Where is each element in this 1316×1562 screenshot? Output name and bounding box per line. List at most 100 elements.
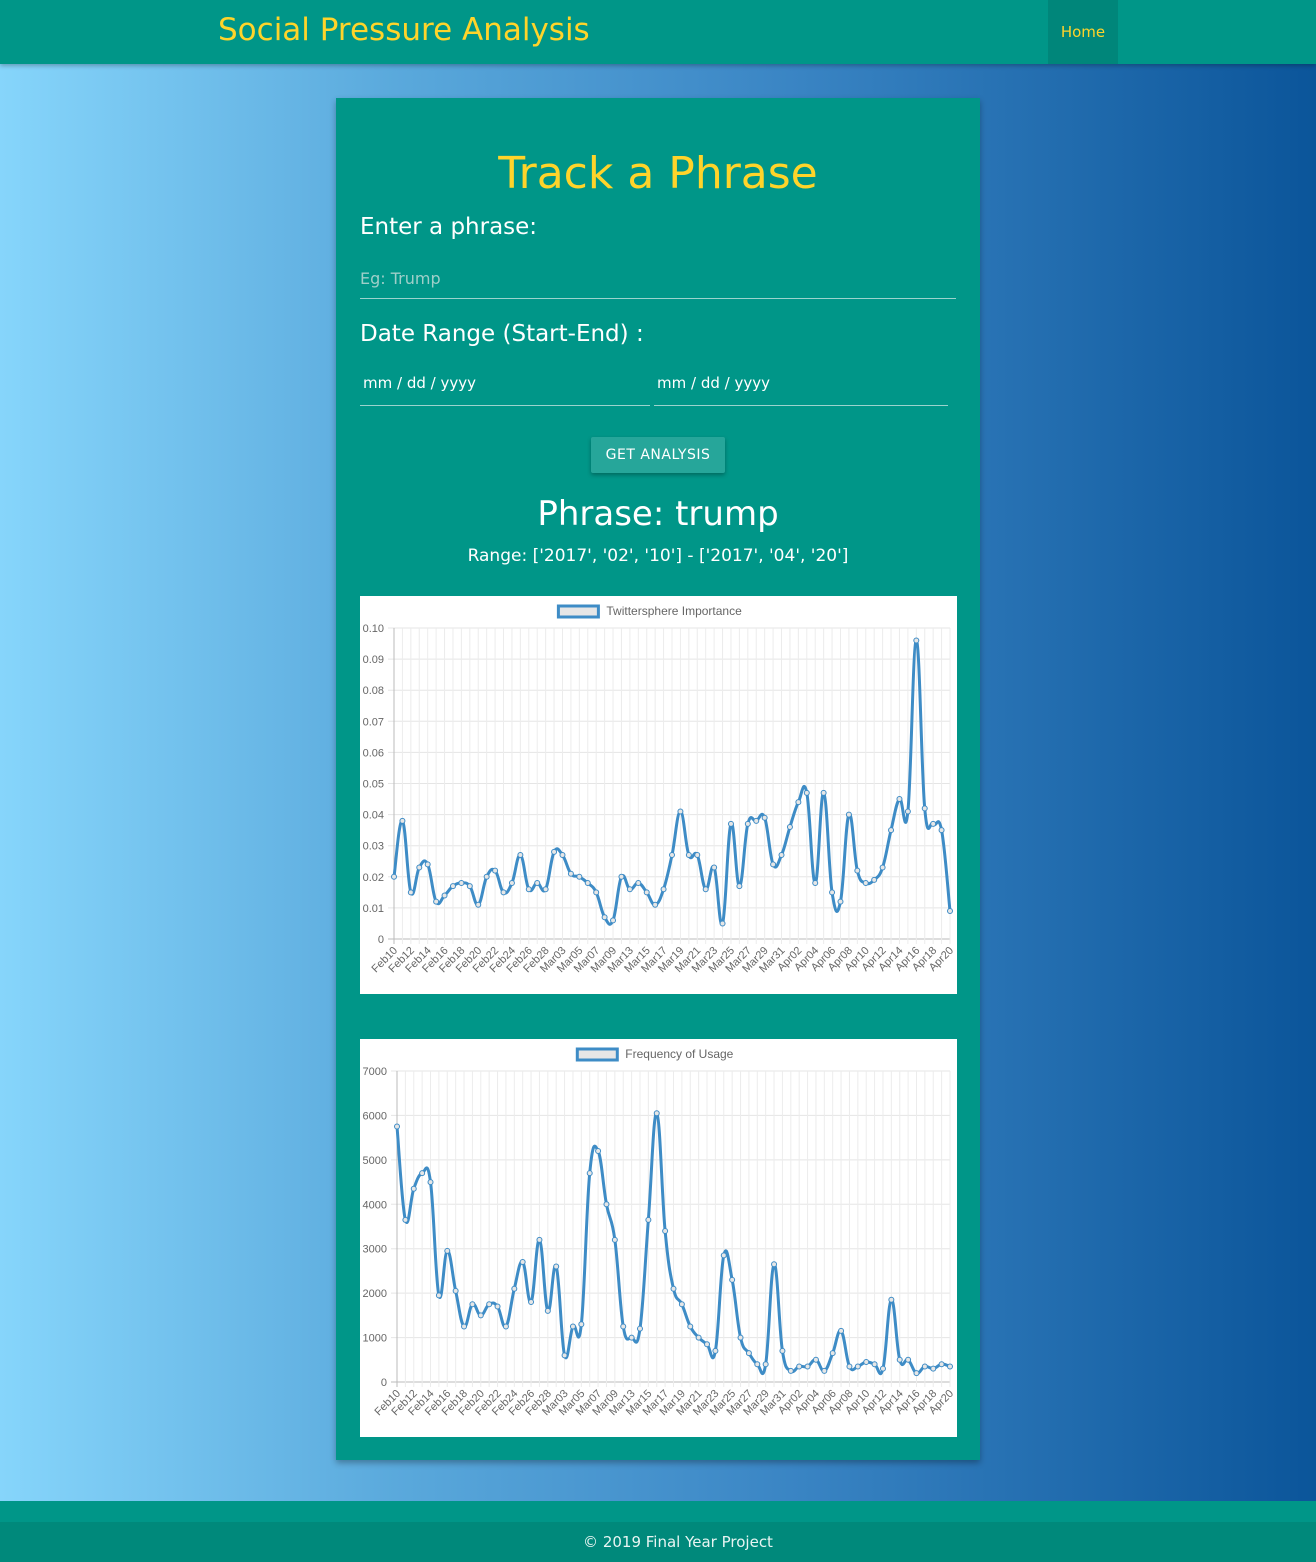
data-point[interactable] <box>704 1341 711 1348</box>
data-point[interactable] <box>593 889 600 896</box>
get-analysis-button[interactable]: GET ANALYSIS <box>591 437 725 473</box>
data-point[interactable] <box>643 889 650 896</box>
data-point[interactable] <box>804 1363 811 1370</box>
data-point[interactable] <box>888 1296 895 1303</box>
data-point[interactable] <box>416 864 423 871</box>
data-point[interactable] <box>407 889 414 896</box>
data-point[interactable] <box>492 867 499 874</box>
data-point[interactable] <box>896 1356 903 1363</box>
data-point[interactable] <box>795 799 802 806</box>
data-point[interactable] <box>511 1285 518 1292</box>
data-point[interactable] <box>737 1334 744 1341</box>
data-point[interactable] <box>669 852 675 859</box>
data-point[interactable] <box>391 873 397 880</box>
phrase-input[interactable] <box>360 258 956 299</box>
data-point[interactable] <box>402 1216 409 1223</box>
data-point[interactable] <box>636 1325 643 1332</box>
data-point[interactable] <box>761 814 768 821</box>
data-point[interactable] <box>812 880 819 887</box>
data-point[interactable] <box>796 1363 803 1370</box>
data-point[interactable] <box>399 817 406 824</box>
data-point[interactable] <box>500 889 507 896</box>
data-point[interactable] <box>904 808 911 815</box>
data-point[interactable] <box>829 1350 836 1357</box>
data-point[interactable] <box>502 1323 509 1330</box>
data-point[interactable] <box>536 1236 543 1243</box>
end-date-input[interactable]: mm / dd / yyyy <box>654 366 948 406</box>
data-point[interactable] <box>662 1227 669 1234</box>
data-point[interactable] <box>829 889 836 896</box>
data-point[interactable] <box>838 1327 845 1334</box>
data-point[interactable] <box>896 796 903 803</box>
data-point[interactable] <box>694 852 701 859</box>
data-point[interactable] <box>854 1363 861 1370</box>
data-point[interactable] <box>618 873 625 880</box>
data-point[interactable] <box>595 1147 602 1154</box>
data-point[interactable] <box>569 1323 576 1330</box>
data-point[interactable] <box>938 1361 945 1368</box>
data-point[interactable] <box>711 864 718 871</box>
data-point[interactable] <box>544 1307 551 1314</box>
data-point[interactable] <box>744 820 751 827</box>
data-point[interactable] <box>458 880 465 887</box>
data-point[interactable] <box>947 908 953 915</box>
data-point[interactable] <box>778 852 785 859</box>
data-point[interactable] <box>786 824 793 831</box>
data-point[interactable] <box>753 817 760 824</box>
data-point[interactable] <box>888 827 895 834</box>
data-point[interactable] <box>727 820 734 827</box>
data-point[interactable] <box>626 886 633 893</box>
data-point[interactable] <box>712 1347 719 1354</box>
data-point[interactable] <box>435 1292 442 1299</box>
data-point[interactable] <box>601 914 608 921</box>
data-point[interactable] <box>576 873 583 880</box>
data-point[interactable] <box>551 848 558 855</box>
data-point[interactable] <box>905 1356 912 1363</box>
data-point[interactable] <box>578 1321 585 1328</box>
data-point[interactable] <box>660 886 667 893</box>
data-point[interactable] <box>508 880 515 887</box>
data-point[interactable] <box>938 827 945 834</box>
data-point[interactable] <box>771 1261 778 1268</box>
data-point[interactable] <box>845 811 852 818</box>
data-point[interactable] <box>559 852 566 859</box>
data-point[interactable] <box>787 1367 794 1374</box>
data-point[interactable] <box>553 1263 560 1270</box>
data-point[interactable] <box>424 861 431 868</box>
data-point[interactable] <box>921 805 928 812</box>
data-point[interactable] <box>779 1347 786 1354</box>
data-point[interactable] <box>528 1299 535 1306</box>
data-point[interactable] <box>930 820 937 827</box>
data-point[interactable] <box>469 1301 476 1308</box>
data-point[interactable] <box>410 1185 417 1192</box>
data-point[interactable] <box>652 901 659 908</box>
data-point[interactable] <box>635 880 642 887</box>
data-point[interactable] <box>687 1323 694 1330</box>
data-point[interactable] <box>586 1170 593 1177</box>
data-point[interactable] <box>427 1179 434 1186</box>
data-point[interactable] <box>729 1276 736 1283</box>
data-point[interactable] <box>745 1350 752 1357</box>
data-point[interactable] <box>628 1334 635 1341</box>
data-point[interactable] <box>913 1370 920 1377</box>
chart-legend-label[interactable]: Frequency of Usage <box>625 1047 733 1061</box>
data-point[interactable] <box>517 852 524 859</box>
data-point[interactable] <box>452 1287 459 1294</box>
data-point[interactable] <box>444 1247 451 1254</box>
data-point[interactable] <box>525 886 532 893</box>
data-point[interactable] <box>610 917 617 924</box>
brand-title[interactable]: Social Pressure Analysis <box>218 12 590 48</box>
data-point[interactable] <box>863 1359 870 1366</box>
data-point[interactable] <box>561 1352 568 1359</box>
data-point[interactable] <box>854 867 861 874</box>
data-point[interactable] <box>542 886 549 893</box>
data-point[interactable] <box>736 883 743 890</box>
data-point[interactable] <box>466 883 473 890</box>
data-point[interactable] <box>702 886 709 893</box>
data-point[interactable] <box>871 1361 878 1368</box>
nav-home-link[interactable]: Home <box>1048 0 1118 64</box>
data-point[interactable] <box>441 892 448 899</box>
data-point[interactable] <box>930 1365 937 1372</box>
data-point[interactable] <box>534 880 541 887</box>
data-point[interactable] <box>677 808 684 815</box>
